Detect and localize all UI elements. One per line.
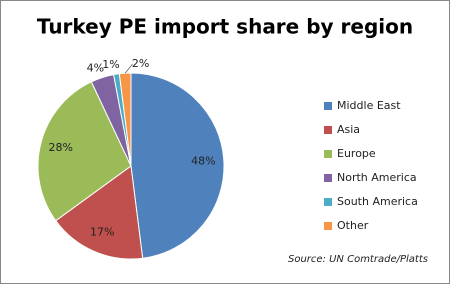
legend-label: Middle East <box>337 99 401 112</box>
legend-swatch <box>324 174 332 182</box>
source-note: Source: UN Comtrade/Platts <box>288 254 428 265</box>
data-label: 4% <box>87 62 104 75</box>
legend-swatch <box>324 102 332 110</box>
pie-slice <box>37 81 132 222</box>
pie-slice <box>130 72 225 259</box>
data-label: 2% <box>132 57 149 70</box>
legend-swatch <box>324 222 332 230</box>
legend-swatch <box>324 126 332 134</box>
pie-slice <box>55 165 144 260</box>
legend-swatch <box>324 198 332 206</box>
data-label: 48% <box>191 154 215 167</box>
legend-swatch <box>324 150 332 158</box>
chart-title: Turkey PE import share by region <box>37 15 413 39</box>
legend-label: Other <box>337 219 369 232</box>
leader-line <box>124 63 133 74</box>
data-label: 28% <box>49 141 73 154</box>
data-label: 17% <box>90 226 114 239</box>
legend-label: Asia <box>337 123 360 136</box>
data-label: 1% <box>102 58 119 71</box>
legend-label: North America <box>337 171 417 184</box>
legend-label: Europe <box>337 147 376 160</box>
legend-label: South America <box>337 195 418 208</box>
